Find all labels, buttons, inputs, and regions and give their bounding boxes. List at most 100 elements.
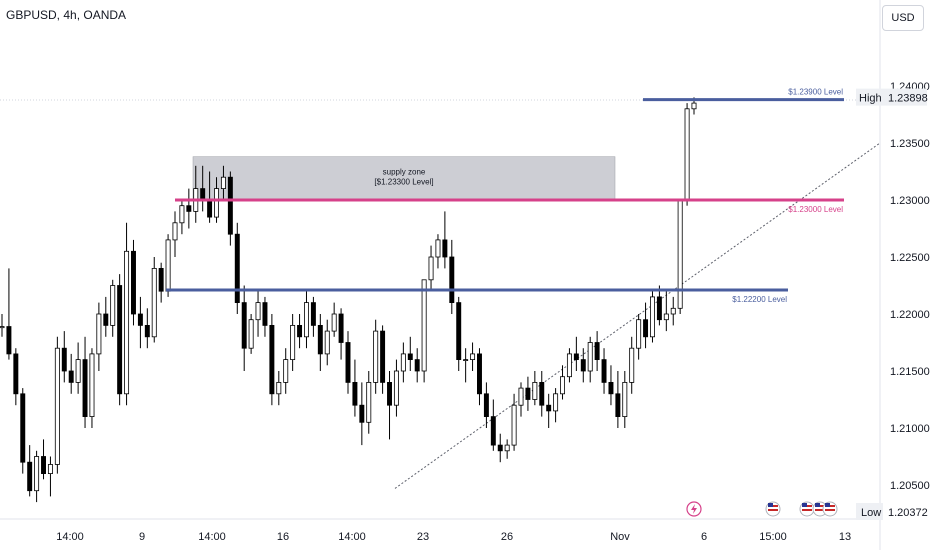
candle-body [207, 199, 213, 218]
currency-button[interactable]: USD [882, 5, 924, 31]
candle-body [656, 296, 662, 321]
candle [463, 348, 469, 383]
candle-body [96, 313, 102, 355]
candle [490, 399, 496, 451]
candle [449, 239, 455, 314]
candle [629, 336, 635, 394]
candle [587, 336, 593, 383]
candle [636, 314, 642, 360]
candle-body [400, 353, 406, 372]
candle [656, 285, 662, 326]
candle [290, 314, 296, 371]
candle-body [248, 319, 254, 349]
candle-body [587, 342, 593, 372]
candle-body [456, 302, 462, 361]
candle-body [338, 313, 344, 343]
candle-body [158, 267, 164, 292]
candle-body [179, 205, 185, 224]
candle [428, 245, 434, 292]
candle [220, 165, 226, 200]
candle-body [186, 205, 192, 212]
y-tick-label: 1.23000 [890, 195, 930, 207]
candle [470, 342, 476, 371]
candle-body [359, 404, 365, 423]
y-tick-label: 1.22000 [890, 309, 930, 321]
us-flag-icon[interactable] [765, 501, 781, 517]
candle-body [68, 370, 74, 383]
candle [359, 382, 365, 446]
candle [497, 433, 503, 463]
candle [317, 314, 323, 371]
candle-body [41, 456, 46, 475]
us-flag-icon[interactable] [822, 501, 838, 517]
candle [622, 371, 628, 428]
candle-body [6, 326, 12, 355]
candle [525, 376, 531, 411]
candle-body [580, 359, 586, 372]
candle [684, 103, 690, 206]
candle [255, 291, 261, 337]
candle-body [366, 381, 372, 423]
high-value: 1.23898 [888, 93, 928, 105]
candle-body [131, 250, 136, 315]
candle-body [629, 347, 635, 383]
candle [338, 308, 344, 360]
x-tick-label: Nov [610, 531, 630, 543]
candle [96, 302, 102, 371]
candle-body [622, 381, 628, 417]
candle-body [428, 256, 434, 281]
candle [75, 342, 81, 394]
lightning-icon[interactable] [686, 501, 702, 517]
candle [518, 382, 524, 417]
candle-body [165, 239, 171, 292]
candle-body [27, 461, 33, 492]
us-flag-icon[interactable] [799, 501, 815, 517]
candle-body [297, 324, 303, 338]
candle [511, 393, 517, 451]
candle [414, 348, 420, 383]
candle-body [483, 393, 489, 417]
candle [283, 348, 289, 394]
candle-body [13, 353, 19, 395]
candle [34, 450, 40, 503]
candle [262, 296, 268, 337]
candle [179, 200, 185, 235]
candle-body [490, 416, 496, 446]
candle [553, 388, 559, 423]
candle [165, 234, 171, 297]
low-label: Low [861, 507, 881, 519]
candle-body [352, 381, 358, 406]
high-label: High [859, 93, 882, 105]
x-tick-label: 9 [139, 531, 145, 543]
candle [276, 371, 282, 406]
candle [331, 302, 337, 337]
candle [573, 336, 579, 371]
candle-body [137, 313, 143, 326]
candle-body [601, 359, 607, 383]
candle-body [262, 302, 268, 326]
candle [380, 325, 386, 394]
candle [310, 296, 316, 337]
candle [442, 211, 448, 269]
candle-body [241, 302, 247, 349]
candle [477, 348, 482, 406]
candle [151, 257, 157, 343]
candle-body [546, 404, 552, 412]
candle-body [373, 330, 379, 383]
candle-body [200, 188, 206, 201]
candle [566, 348, 572, 383]
high-badge [856, 88, 883, 106]
candle-body [75, 359, 81, 383]
candle-body [435, 239, 441, 258]
candle [421, 279, 427, 383]
x-tick-label: 16 [277, 531, 289, 543]
candle-body [345, 342, 351, 383]
supply-zone-sublabel: [$1.23300 Level] [374, 178, 433, 187]
y-tick-label: 1.23500 [890, 138, 930, 150]
high-value-badge [883, 88, 927, 106]
candle [61, 331, 67, 383]
candle-body [304, 302, 309, 338]
candle-body [608, 381, 614, 395]
candle-body [54, 347, 60, 465]
